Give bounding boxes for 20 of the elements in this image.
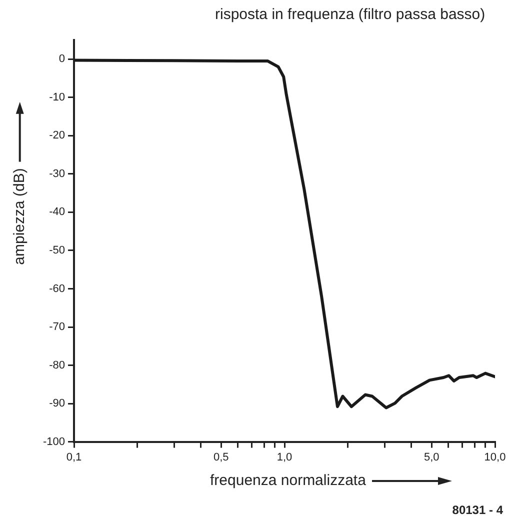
x-tick-label: 10,0 [484, 451, 506, 464]
y-tick-label: -50 [49, 244, 66, 256]
y-tick-label: -40 [49, 206, 66, 218]
y-tick-label: -70 [49, 321, 66, 334]
x-tick-label: 0,1 [66, 451, 82, 464]
y-tick-label: -80 [49, 359, 66, 372]
x-tick-label: 0,5 [213, 451, 229, 464]
y-tick-label: -100 [42, 436, 66, 448]
y-tick-label: -60 [49, 282, 66, 295]
chart-title: risposta in frequenza (filtro passa basso) [215, 6, 486, 24]
x-axis-title: frequenza normalizzata [210, 472, 366, 489]
y-tick-label: -30 [49, 168, 66, 180]
x-tick-label: 5,0 [424, 451, 440, 464]
text: 80131 - 4 [452, 503, 503, 517]
y-tick-label: -90 [49, 398, 66, 410]
y-tick-label: -20 [49, 130, 66, 142]
y-tick-label: 0 [58, 53, 66, 66]
x-tick-label: 1,0 [276, 451, 292, 464]
y-axis-title: ampiezza (dB) [10, 168, 28, 265]
y-tick-label: -10 [49, 91, 66, 104]
